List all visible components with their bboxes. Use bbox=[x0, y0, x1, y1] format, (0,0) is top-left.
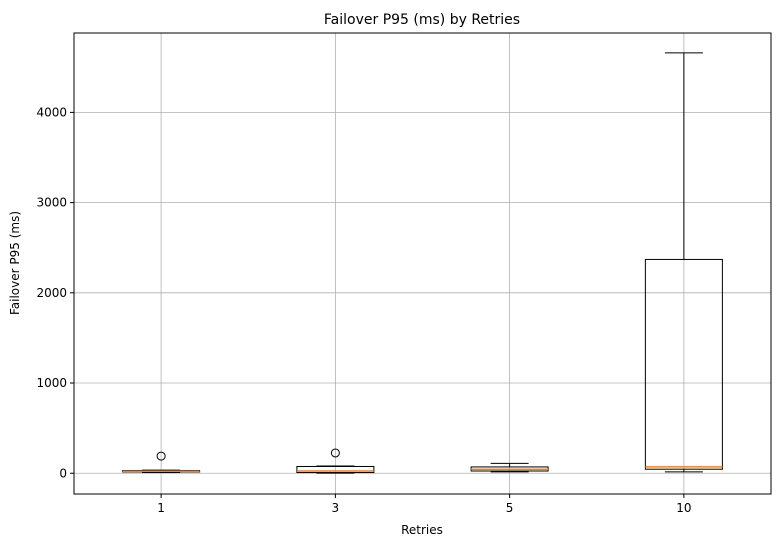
y-tick-label: 3000 bbox=[36, 196, 67, 210]
grid-layer bbox=[74, 33, 771, 494]
iqr-box bbox=[644, 258, 723, 470]
y-axis-label: Failover P95 (ms) bbox=[8, 211, 22, 315]
box-3 bbox=[296, 448, 375, 474]
y-tick-label: 0 bbox=[59, 466, 67, 480]
box-1 bbox=[122, 451, 201, 474]
y-tick-label: 4000 bbox=[36, 105, 67, 119]
outlier-point bbox=[330, 448, 340, 458]
tick-layer: 0 1000 2000 3000 4000 1 3 5 10 bbox=[36, 105, 691, 515]
chart-title: Failover P95 (ms) by Retries bbox=[324, 12, 520, 28]
y-tick-label: 2000 bbox=[36, 286, 67, 300]
x-axis-label: Retries bbox=[401, 523, 443, 537]
iqr-box bbox=[296, 465, 375, 474]
box-5 bbox=[470, 462, 549, 473]
x-tick-label: 5 bbox=[506, 501, 514, 515]
x-tick-label: 10 bbox=[676, 501, 691, 515]
y-tick-label: 1000 bbox=[36, 376, 67, 390]
box-layer bbox=[122, 52, 723, 474]
box-10 bbox=[644, 52, 723, 473]
plot-frame bbox=[73, 32, 772, 495]
outlier-point bbox=[156, 451, 166, 461]
x-tick-label: 1 bbox=[157, 501, 165, 515]
x-tick-label: 3 bbox=[332, 501, 340, 515]
